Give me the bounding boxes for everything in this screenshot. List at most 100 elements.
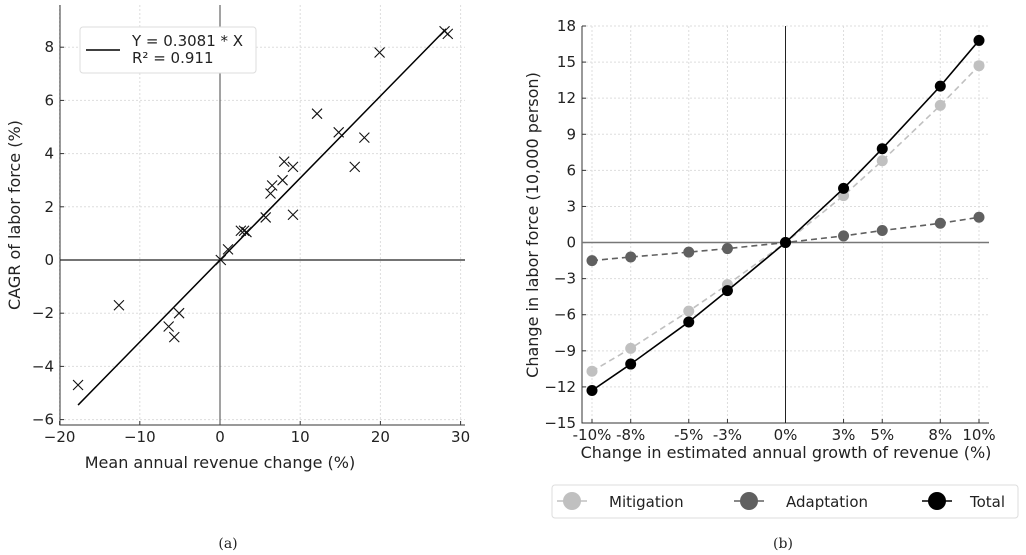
data-point [173,307,185,319]
data-point [163,321,175,332]
y-tick-label: 2 [44,198,54,216]
data-point-total [721,285,733,297]
y-axis-label-a: CAGR of labor force (%) [5,120,24,310]
data-point-adaptation [973,211,985,223]
x-axis-label-b: Change in estimated annual growth of rev… [581,443,992,462]
legend-marker-mitigation [563,492,581,510]
data-point [374,47,385,58]
y-tick-label: 3 [566,197,576,215]
x-tick-label: -3% [713,426,742,444]
caption-b: (b) [773,536,793,552]
data-point [238,225,250,237]
legend-marker-adaptation [740,492,758,510]
data-point-adaptation [721,243,733,255]
data-point-mitigation [876,155,888,167]
data-point [215,254,227,266]
data-point-adaptation [683,246,695,258]
legend-label-mitigation: Mitigation [609,493,684,511]
data-point-adaptation [586,255,598,267]
data-point-mitigation [683,305,695,317]
y-tick-label: −2 [32,304,54,322]
y-tick-label: −4 [32,357,54,375]
x-tick-label: 0 [215,428,225,446]
y-tick-label: −3 [554,270,576,288]
data-point [241,226,252,238]
legend-box [79,26,257,74]
data-point [442,28,454,40]
y-tick-label: 18 [557,17,576,35]
x-tick-label: 10% [962,426,995,444]
data-point-mitigation [625,342,637,354]
data-point [333,126,345,138]
y-tick-label: −9 [554,342,576,360]
data-point-adaptation [876,225,888,237]
data-point-adaptation [838,230,850,242]
data-point [265,188,276,199]
data-point [113,299,125,311]
y-tick-label: 8 [44,38,54,56]
y-tick-label: −6 [554,306,576,324]
y-axis-label-b: Change in labor force (10,000 person) [523,72,542,378]
legend-label-total: Total [969,493,1005,511]
x-axis-label-a: Mean annual revenue change (%) [85,453,356,472]
data-point [277,174,288,186]
data-point [168,331,180,343]
legend-marker-total [928,492,946,510]
data-point-mitigation [973,60,985,72]
y-tick-label: 15 [557,53,576,71]
data-point [311,108,323,120]
data-point-total [780,237,791,249]
legend-label-equation: Y = 0.3081 * X [131,32,243,50]
x-tick-label: 8% [928,426,952,444]
x-tick-label: -8% [616,426,645,444]
data-point-total [625,358,637,370]
x-tick-label: -10% [573,426,612,444]
data-point-adaptation [625,251,637,263]
data-point [287,161,299,173]
y-tick-label: 0 [566,234,576,252]
x-tick-label: −20 [44,428,76,446]
data-point-total [934,80,946,92]
axes-frame [59,5,465,426]
legend-label-r2: R² = 0.911 [132,49,213,67]
legend-box [551,484,1019,519]
data-point [260,212,272,223]
data-point-total [586,385,598,397]
y-tick-label: 0 [44,251,54,269]
data-point [278,156,290,167]
data-point-total [973,34,985,46]
data-point-total [838,182,850,194]
y-tick-label: −15 [544,414,576,432]
data-point [222,243,234,255]
axes-frame [581,26,989,424]
fit-line [77,28,447,406]
x-tick-label: −10 [124,428,156,446]
data-point [72,379,84,391]
data-point-total [876,143,888,155]
x-tick-label: 30 [451,428,470,446]
y-tick-label: −12 [544,378,576,396]
x-tick-label: 0% [774,426,798,444]
x-tick-label: 20 [371,428,390,446]
y-tick-label: 6 [566,161,576,179]
caption-a: (a) [218,536,237,552]
data-point [358,132,370,144]
x-tick-label: 3% [832,426,856,444]
y-tick-label: 6 [44,91,54,109]
x-tick-label: 5% [870,426,894,444]
y-tick-label: 12 [557,89,576,107]
data-point [287,209,299,221]
x-tick-label: -5% [674,426,703,444]
y-tick-label: −6 [32,411,54,429]
data-point-mitigation [934,99,946,111]
legend-label-adaptation: Adaptation [786,493,868,511]
x-tick-label: 10 [291,428,310,446]
data-point [349,161,361,173]
y-tick-label: 4 [44,145,54,163]
data-point-total [683,316,695,328]
y-tick-label: 9 [566,125,576,143]
data-point-adaptation [934,217,946,229]
data-point-mitigation [586,365,598,377]
